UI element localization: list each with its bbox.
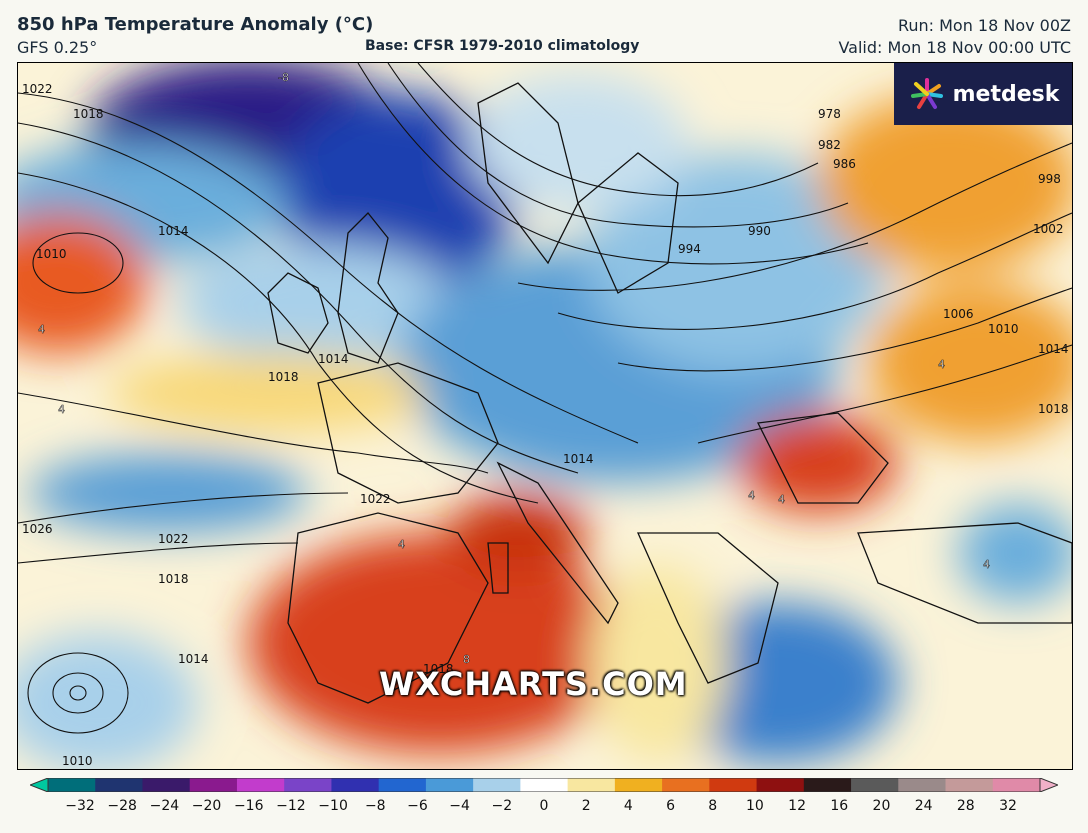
svg-text:994: 994	[678, 242, 701, 256]
colorbar-segment	[142, 778, 191, 792]
metdesk-name: metdesk	[952, 81, 1060, 107]
colorbar	[28, 777, 1060, 793]
svg-text:1018: 1018	[268, 370, 299, 384]
svg-text:1006: 1006	[943, 307, 974, 321]
colorbar-tick-label: −20	[191, 798, 222, 814]
colorbar-tick-label: −8	[364, 798, 386, 814]
svg-text:1022: 1022	[22, 82, 53, 96]
colorbar-tick-label: 0	[539, 798, 549, 814]
colorbar-segment	[945, 778, 994, 792]
svg-text:982: 982	[818, 138, 841, 152]
svg-text:1014: 1014	[318, 352, 349, 366]
svg-text:978: 978	[818, 107, 841, 121]
colorbar-tick-label: 24	[914, 798, 933, 814]
svg-text:1018: 1018	[1038, 402, 1069, 416]
model-label: GFS 0.25°	[17, 38, 98, 57]
svg-text:1014: 1014	[563, 452, 594, 466]
colorbar-segment	[331, 778, 380, 792]
colorbar-tick-label: −10	[318, 798, 348, 814]
svg-text:4: 4	[983, 558, 990, 571]
climatology-base-label: Base: CFSR 1979-2010 climatology	[365, 38, 640, 54]
colorbar-segment	[614, 778, 663, 792]
colorbar-segment	[95, 778, 143, 792]
svg-text:1014: 1014	[1038, 342, 1069, 356]
colorbar-tick-label: −4	[449, 798, 470, 814]
colorbar-segment	[189, 778, 238, 792]
metdesk-flower-icon	[910, 78, 943, 109]
anomaly-map[interactable]: -8 4 4 4 8 8 4 4 4 4 1022 1018 1014 1010…	[17, 62, 1073, 770]
svg-text:1018: 1018	[423, 662, 454, 676]
svg-text:4: 4	[38, 323, 45, 336]
colorbar-svg	[28, 777, 1060, 793]
svg-text:1014: 1014	[178, 652, 209, 666]
svg-text:1018: 1018	[158, 572, 189, 586]
colorbar-tick-label: −12	[276, 798, 306, 814]
colorbar-tick-label: 32	[999, 798, 1017, 814]
colorbar-tick-label: −24	[149, 798, 180, 814]
colorbar-segment	[992, 778, 1041, 792]
colorbar-segment	[803, 778, 852, 792]
svg-text:1010: 1010	[36, 247, 67, 261]
colorbar-extend-high	[1039, 777, 1060, 793]
svg-text:1026: 1026	[22, 522, 53, 536]
svg-text:998: 998	[1038, 172, 1061, 186]
svg-text:1022: 1022	[360, 492, 391, 506]
svg-text:4: 4	[778, 493, 785, 506]
svg-text:1010: 1010	[988, 322, 1019, 336]
colorbar-tick-label: 10	[745, 798, 764, 814]
colorbar-segment	[425, 778, 474, 792]
metdesk-brand[interactable]: metdesk	[894, 63, 1072, 125]
wxcharts-watermark: WXCHARTS.COM	[379, 665, 688, 703]
svg-text:8: 8	[463, 653, 470, 666]
colorbar-ticks: −32 −28 −24 −20 −16 −12 −10 −8 −6 −4 −2 0 2 4 6 8 10 12 16…	[0, 798, 1088, 818]
svg-text:4: 4	[938, 358, 945, 371]
colorbar-segment	[567, 778, 616, 792]
svg-text:1022: 1022	[158, 532, 189, 546]
colorbar-extend-low	[28, 777, 49, 793]
svg-text:1014: 1014	[158, 224, 189, 238]
svg-text:4: 4	[398, 538, 405, 551]
colorbar-segment	[520, 778, 569, 792]
colorbar-tick-label: 28	[956, 798, 975, 814]
colorbar-segment	[236, 778, 285, 792]
colorbar-tick-label: 2	[581, 798, 591, 814]
colorbar-tick-label: 6	[666, 798, 675, 814]
svg-text:990: 990	[748, 224, 771, 238]
colorbar-segment	[898, 778, 947, 792]
svg-text:-8: -8	[278, 71, 289, 84]
colorbar-segment	[378, 778, 427, 792]
colorbar-tick-label: −6	[407, 798, 428, 814]
colorbar-tick-label: 20	[872, 798, 891, 814]
colorbar-segment	[48, 778, 96, 792]
svg-text:8: 8	[468, 685, 475, 698]
svg-text:1010: 1010	[62, 754, 93, 768]
colorbar-segment	[756, 778, 805, 792]
svg-text:1002: 1002	[1033, 222, 1064, 236]
valid-time-label: Valid: Mon 18 Nov 00:00 UTC	[838, 38, 1071, 57]
run-time-label: Run: Mon 18 Nov 00Z	[897, 16, 1071, 35]
svg-text:1018: 1018	[73, 107, 104, 121]
svg-text:986: 986	[833, 157, 856, 171]
colorbar-segment	[709, 778, 758, 792]
colorbar-segment	[662, 778, 710, 792]
colorbar-tick-label: −28	[107, 798, 137, 814]
colorbar-tick-label: −32	[65, 798, 95, 814]
svg-text:4: 4	[748, 489, 755, 502]
colorbar-tick-label: 12	[788, 798, 806, 814]
colorbar-tick-label: 4	[623, 798, 633, 814]
colorbar-tick-label: −16	[233, 798, 264, 814]
colorbar-segment	[851, 778, 899, 792]
colorbar-segment	[284, 778, 332, 792]
colorbar-tick-label: −2	[491, 798, 513, 814]
svg-text:4: 4	[58, 403, 65, 416]
chart-title: 850 hPa Temperature Anomaly (°C)	[17, 14, 374, 35]
colorbar-tick-label: 16	[830, 798, 849, 814]
colorbar-tick-label: 8	[708, 798, 718, 814]
map-canvas: -8 4 4 4 8 8 4 4 4 4 1022 1018 1014 1010…	[18, 63, 1072, 769]
colorbar-segment	[473, 778, 521, 792]
